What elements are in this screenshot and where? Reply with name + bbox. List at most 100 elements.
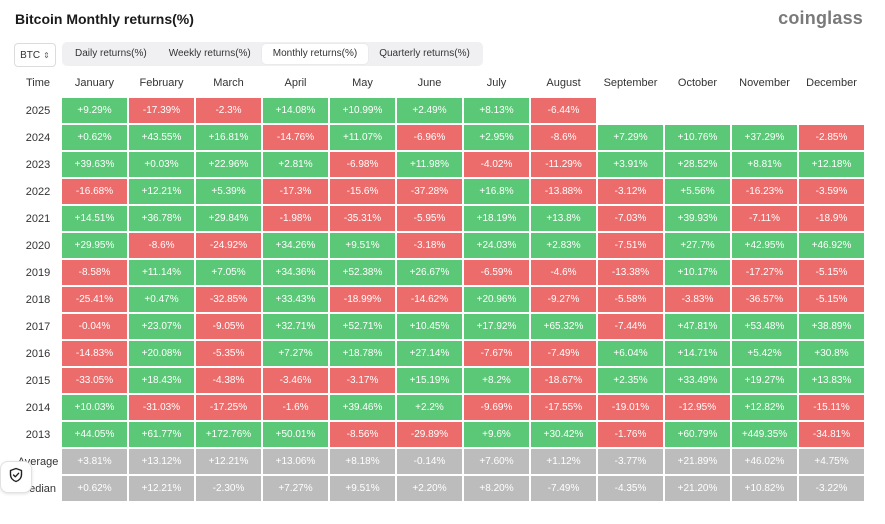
- return-cell: +11.07%: [330, 125, 395, 150]
- return-cell: -13.88%: [531, 179, 596, 204]
- return-cell: -4.38%: [196, 368, 261, 393]
- return-cell: -9.05%: [196, 314, 261, 339]
- return-cell: -16.23%: [732, 179, 797, 204]
- column-header-month: February: [139, 76, 184, 89]
- return-cell: -11.29%: [531, 152, 596, 177]
- return-cell: -31.03%: [129, 395, 194, 420]
- return-cell: +5.56%: [665, 179, 730, 204]
- year-cell: 2014: [25, 401, 51, 414]
- return-cell: +9.29%: [62, 98, 127, 123]
- return-cell: +18.43%: [129, 368, 194, 393]
- return-cell: +13.8%: [531, 206, 596, 231]
- summary-cell: +12.21%: [196, 449, 261, 474]
- column-header-month: May: [352, 76, 373, 89]
- summary-row: Median +0.62% +12.21% -2.30% +7.27% +9.51% +2.…: [16, 476, 864, 501]
- summary-cell: +13.06%: [263, 449, 328, 474]
- return-cell: +29.84%: [196, 206, 261, 231]
- table-row: 2014 +10.03% -31.03% -17.25% -1.6% +39.46% +2.…: [16, 395, 864, 420]
- return-cell: +5.39%: [196, 179, 261, 204]
- return-cell: +2.95%: [464, 125, 529, 150]
- return-cell: +14.08%: [263, 98, 328, 123]
- return-cell: -7.11%: [732, 206, 797, 231]
- summary-cell: +1.12%: [531, 449, 596, 474]
- year-cell: 2023: [25, 158, 51, 171]
- tab-daily-returns[interactable]: Daily returns(%): [75, 48, 147, 59]
- return-cell: -36.57%: [732, 287, 797, 312]
- return-cell: +42.95%: [732, 233, 797, 258]
- column-header-month: July: [486, 76, 507, 89]
- return-cell: +38.89%: [799, 314, 864, 339]
- return-cell: +53.48%: [732, 314, 797, 339]
- return-cell: +12.18%: [799, 152, 864, 177]
- return-cell: -16.68%: [62, 179, 127, 204]
- return-cell: -9.69%: [464, 395, 529, 420]
- return-cell: -12.95%: [665, 395, 730, 420]
- return-cell: +33.43%: [263, 287, 328, 312]
- return-cell: -5.15%: [799, 287, 864, 312]
- return-cell: +22.96%: [196, 152, 261, 177]
- return-cell: -18.67%: [531, 368, 596, 393]
- table-row: 2020 +29.95% -8.6% -24.92% +34.26% +9.51% -3.1…: [16, 233, 864, 258]
- column-header-time: Time: [25, 76, 51, 89]
- empty-cell: [732, 98, 797, 123]
- summary-cell: -0.14%: [397, 449, 462, 474]
- return-cell: +2.49%: [397, 98, 462, 123]
- return-cell: -24.92%: [196, 233, 261, 258]
- return-cell: -33.05%: [62, 368, 127, 393]
- summary-row: Average +3.81% +13.12% +12.21% +13.06% +8.18%…: [16, 449, 864, 474]
- year-cell: 2018: [25, 293, 51, 306]
- coin-select-value: BTC: [20, 49, 41, 61]
- column-header-month: June: [417, 76, 442, 89]
- return-cell: -6.44%: [531, 98, 596, 123]
- return-cell: -2.85%: [799, 125, 864, 150]
- return-cell: -18.99%: [330, 287, 395, 312]
- return-cell: +19.27%: [732, 368, 797, 393]
- return-cell: +20.96%: [464, 287, 529, 312]
- returns-period-tabs: Daily returns(%) Weekly returns(%) Month…: [62, 42, 483, 66]
- return-cell: +36.78%: [129, 206, 194, 231]
- return-cell: +26.67%: [397, 260, 462, 285]
- tab-weekly-returns[interactable]: Weekly returns(%): [168, 48, 251, 59]
- tab-monthly-returns[interactable]: Monthly returns(%): [261, 44, 369, 64]
- return-cell: -5.15%: [799, 260, 864, 285]
- return-cell: -1.6%: [263, 395, 328, 420]
- return-cell: +8.81%: [732, 152, 797, 177]
- summary-cell: -3.77%: [598, 449, 663, 474]
- table-row: 2025 +9.29% -17.39% -2.3% +14.08% +10.99% +2.4…: [16, 98, 864, 123]
- column-header-month: October: [677, 76, 718, 89]
- return-cell: +37.29%: [732, 125, 797, 150]
- return-cell: -17.39%: [129, 98, 194, 123]
- summary-cell: +8.20%: [464, 476, 529, 501]
- return-cell: -4.02%: [464, 152, 529, 177]
- return-cell: +29.95%: [62, 233, 127, 258]
- return-cell: +18.19%: [464, 206, 529, 231]
- return-cell: +24.03%: [464, 233, 529, 258]
- return-cell: +43.55%: [129, 125, 194, 150]
- return-cell: +33.49%: [665, 368, 730, 393]
- coin-select[interactable]: BTC ⇕: [14, 43, 56, 67]
- column-header-month: January: [74, 76, 115, 89]
- return-cell: -2.3%: [196, 98, 261, 123]
- return-cell: +50.01%: [263, 422, 328, 447]
- summary-cell: -7.49%: [531, 476, 596, 501]
- column-header-month: March: [213, 76, 244, 89]
- table-row: 2021 +14.51% +36.78% +29.84% -1.98% -35.31% -5…: [16, 206, 864, 231]
- return-cell: +10.45%: [397, 314, 462, 339]
- return-cell: -34.81%: [799, 422, 864, 447]
- summary-cell: +13.12%: [129, 449, 194, 474]
- return-cell: -1.98%: [263, 206, 328, 231]
- return-cell: +7.05%: [196, 260, 261, 285]
- tab-quarterly-returns[interactable]: Quarterly returns(%): [379, 48, 470, 59]
- return-cell: +32.71%: [263, 314, 328, 339]
- return-cell: -37.28%: [397, 179, 462, 204]
- brand-logo: coinglass: [778, 8, 863, 28]
- table-row: 2013 +44.05% +61.77% +172.76% +50.01% -8.56% -…: [16, 422, 864, 447]
- return-cell: +27.7%: [665, 233, 730, 258]
- column-header-month: April: [284, 76, 307, 89]
- year-cell: 2013: [25, 428, 51, 441]
- shield-check-button[interactable]: [0, 461, 32, 493]
- table-row: 2024 +0.62% +43.55% +16.81% -14.76% +11.07% -6…: [16, 125, 864, 150]
- return-cell: +23.07%: [129, 314, 194, 339]
- summary-cell: +12.21%: [129, 476, 194, 501]
- return-cell: -7.44%: [598, 314, 663, 339]
